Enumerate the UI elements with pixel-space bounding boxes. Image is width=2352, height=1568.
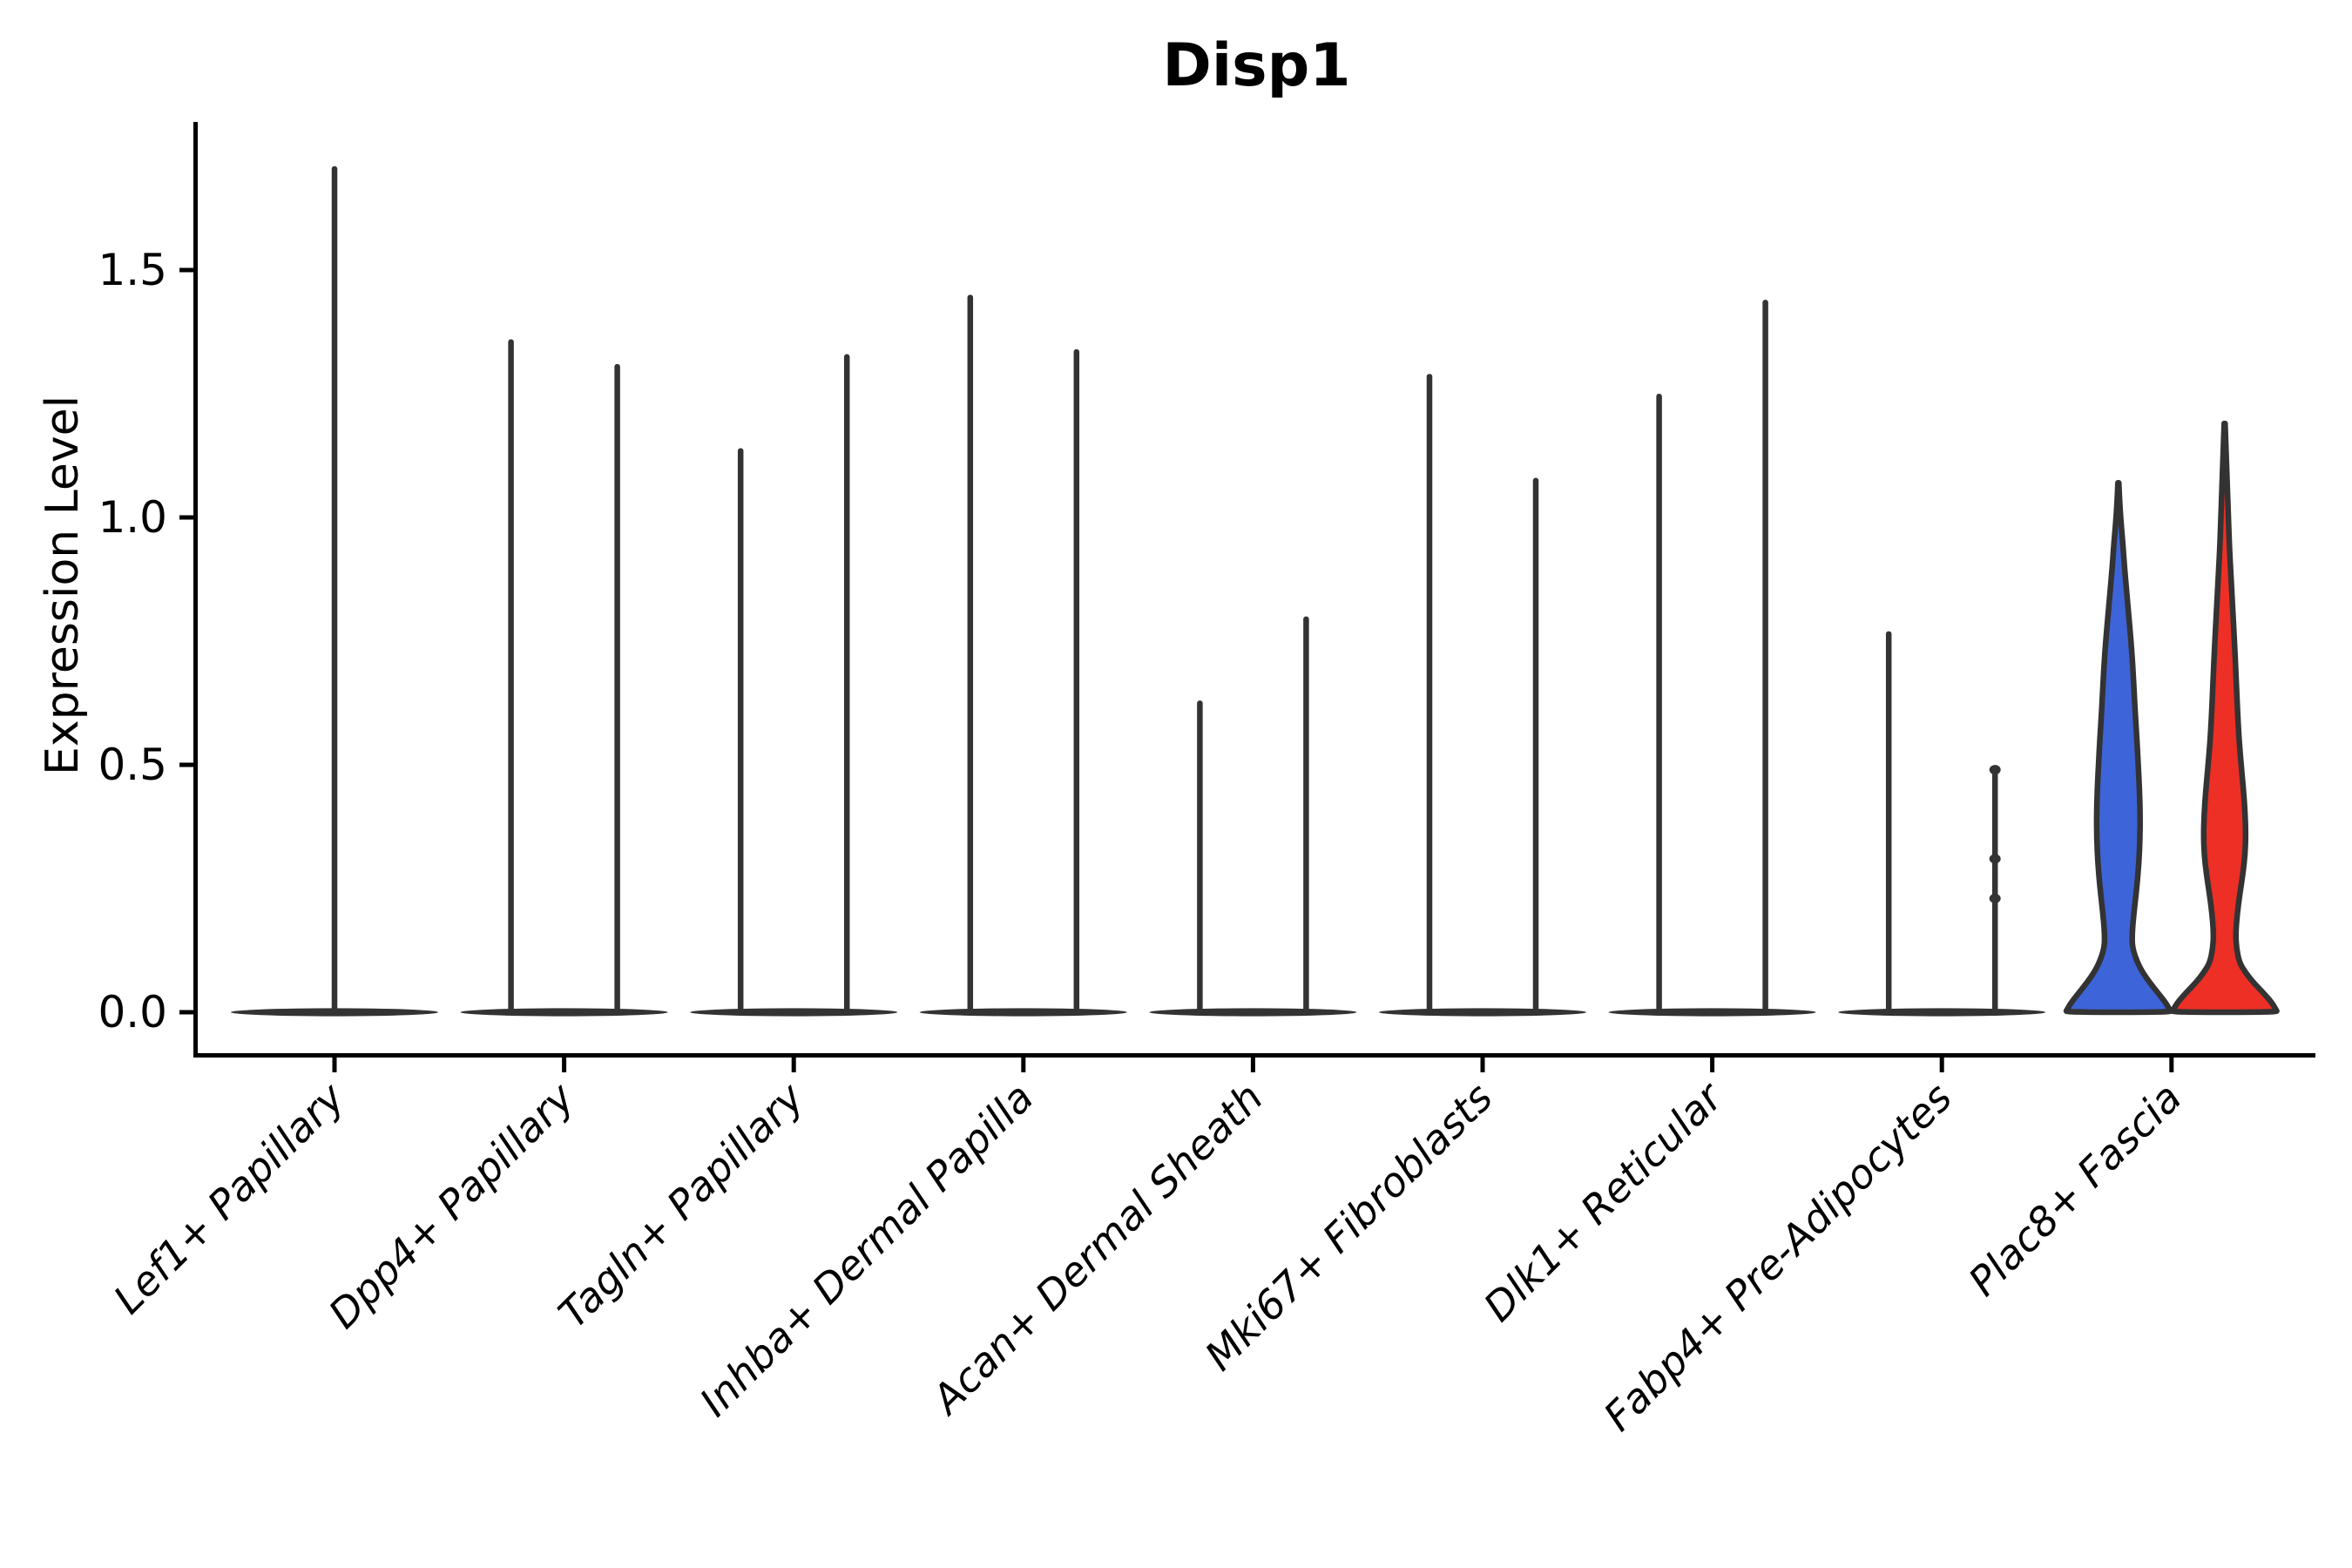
x-tick-label: Dpp4+ Papillary bbox=[320, 1073, 584, 1337]
x-tick-label: Lef1+ Papillary bbox=[105, 1073, 354, 1322]
y-axis-spine bbox=[193, 122, 198, 1058]
x-tick bbox=[1710, 1058, 1715, 1072]
violin-spike bbox=[1426, 374, 1433, 1014]
x-tick bbox=[2169, 1058, 2174, 1072]
violin-spike bbox=[614, 363, 620, 1014]
y-tick-label: 1.0 bbox=[98, 492, 167, 543]
violin-spike bbox=[1656, 394, 1662, 1014]
violin-base bbox=[460, 1008, 668, 1017]
violin-base bbox=[690, 1008, 898, 1017]
violin-spike bbox=[737, 448, 744, 1014]
violin-spike bbox=[1762, 300, 1768, 1015]
y-tick bbox=[179, 267, 193, 273]
violin-spike bbox=[331, 166, 338, 1015]
violin-filled-blue bbox=[2063, 479, 2173, 1016]
violin-filled-red bbox=[2169, 420, 2280, 1016]
violin-base bbox=[1838, 1008, 2046, 1017]
violin-base bbox=[1608, 1008, 1816, 1017]
outlier-dot bbox=[1989, 854, 2001, 864]
x-tick bbox=[562, 1058, 567, 1072]
chart-title: Disp1 bbox=[1162, 31, 1351, 100]
violin-spike bbox=[1303, 616, 1309, 1014]
violin-spike bbox=[1991, 769, 1998, 1014]
violin-spike bbox=[967, 294, 974, 1014]
violin-spike bbox=[1073, 348, 1080, 1014]
violin-base bbox=[1149, 1008, 1357, 1017]
x-tick bbox=[791, 1058, 796, 1072]
violin-spike bbox=[843, 354, 850, 1014]
y-tick-label: 0.5 bbox=[98, 740, 167, 790]
y-tick bbox=[179, 515, 193, 520]
outlier-dot bbox=[1989, 893, 2001, 903]
x-tick bbox=[1250, 1058, 1255, 1072]
x-tick bbox=[1939, 1058, 1944, 1072]
x-tick-label: Plac8+ Fascia bbox=[1959, 1074, 2190, 1305]
y-tick-label: 1.5 bbox=[98, 245, 167, 295]
x-tick bbox=[1480, 1058, 1485, 1072]
violin-spike bbox=[1532, 477, 1539, 1014]
violin-spike bbox=[508, 339, 514, 1014]
x-axis-spine bbox=[193, 1053, 2315, 1058]
violin-spike bbox=[1197, 700, 1203, 1014]
violin-spike bbox=[1885, 631, 1892, 1014]
y-tick bbox=[179, 762, 193, 767]
y-tick bbox=[179, 1010, 193, 1015]
x-tick-label: Tagln+ Papillary bbox=[550, 1073, 814, 1337]
violin-base bbox=[919, 1008, 1127, 1017]
x-tick-label: Dlk1+ Reticular bbox=[1475, 1071, 1734, 1330]
outlier-dot bbox=[1989, 765, 2001, 775]
violin-base bbox=[1379, 1008, 1586, 1017]
y-tick-label: 0.0 bbox=[98, 987, 167, 1037]
x-tick bbox=[1021, 1058, 1026, 1072]
x-tick bbox=[332, 1058, 337, 1072]
